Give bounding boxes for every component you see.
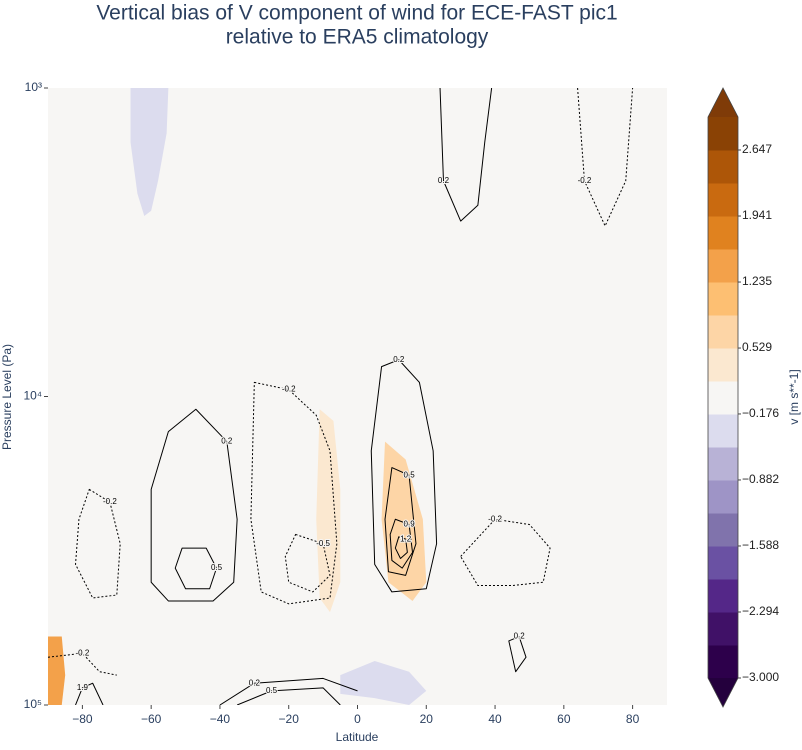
colorbar-band	[708, 216, 738, 250]
colorbar-band	[708, 117, 738, 151]
contour-line	[236, 687, 341, 705]
contour-line	[48, 652, 117, 676]
colorbar-under	[708, 678, 738, 707]
colorbar-band	[708, 579, 738, 613]
colorbar-tick-label: 2.647	[742, 142, 772, 156]
colorbar-band	[708, 381, 738, 415]
contour-label: -0.2	[282, 385, 296, 394]
contour-label: 0.2	[514, 632, 526, 641]
x-tick-label: −20	[279, 712, 300, 726]
colorbar-band	[708, 513, 738, 547]
x-tick-label: 40	[488, 712, 502, 726]
x-tick-label: 20	[420, 712, 434, 726]
contour-label: 1.9	[77, 683, 89, 692]
contour-label: 0.2	[438, 176, 450, 185]
colorbar-band	[708, 414, 738, 448]
colorbar-tick-label: 0.529	[742, 340, 772, 354]
y-tick-label: 10⁵	[24, 697, 42, 711]
x-tick-label: 60	[557, 712, 571, 726]
contour-label: 0.2	[393, 355, 405, 364]
contour-line	[284, 533, 331, 593]
colorbar-tick-label: −3.000	[742, 670, 779, 684]
x-tick-label: −40	[210, 712, 231, 726]
contour-label: 0.9	[404, 520, 416, 529]
colorbar-band	[708, 183, 738, 217]
colorbar-tick-label: −0.176	[742, 406, 779, 420]
colorbar-tick-label: 1.235	[742, 274, 772, 288]
colorbar-band	[708, 282, 738, 316]
contour-line	[174, 547, 218, 590]
contour-label: 0.5	[211, 563, 223, 572]
contour-line	[439, 88, 493, 222]
y-tick-label: 10³	[25, 80, 42, 94]
contour-line	[250, 381, 338, 605]
contour-label: 0.2	[221, 437, 233, 446]
y-axis-title: Pressure Level (Pa)	[0, 344, 14, 450]
filled-region	[130, 88, 169, 217]
contour-line	[150, 408, 238, 602]
y-tick-label: 10⁴	[23, 389, 42, 403]
colorbar-band	[708, 480, 738, 514]
contour-label: -0.2	[103, 497, 117, 506]
contour-line	[389, 518, 414, 569]
contour-label: -0.2	[488, 514, 502, 523]
contour-label: 0.5	[404, 470, 416, 479]
contour-line	[508, 636, 527, 673]
contour-line	[460, 518, 551, 587]
colorbar-tick-label: 1.941	[742, 208, 772, 222]
colorbar-over	[708, 88, 738, 117]
chart-title: relative to ERA5 climatology	[226, 26, 489, 49]
contour-label: -0.5	[316, 539, 330, 548]
filled-region	[340, 660, 427, 705]
contour-line	[75, 682, 104, 705]
colorbar-band	[708, 546, 738, 580]
contour-label: -0.2	[75, 648, 89, 657]
contour-label: 1.2	[400, 534, 412, 543]
x-tick-label: 80	[626, 712, 640, 726]
colorbar-band	[708, 645, 738, 679]
colorbar-tick-label: −0.882	[742, 472, 779, 486]
x-tick-label: −80	[72, 712, 93, 726]
contour-line	[219, 677, 358, 705]
colorbar-band	[708, 249, 738, 283]
colorbar-tick-label: −2.294	[742, 604, 779, 618]
contour-label: 0.5	[266, 686, 278, 695]
colorbar-tick-label: −1.588	[742, 538, 779, 552]
x-tick-label: 0	[354, 712, 361, 726]
filled-region	[48, 636, 66, 705]
contour-label: -0.2	[578, 176, 592, 185]
colorbar-band	[708, 447, 738, 481]
colorbar-band	[708, 150, 738, 184]
x-axis-title: Latitude	[336, 730, 379, 744]
colorbar-band	[708, 612, 738, 646]
contour-line	[394, 536, 408, 559]
plot-layer: 0.2 0.5 -0.2 -0.5 0.2 0.5 0.9 1.2 -0.2 -0.2 0.2 -0.…	[48, 88, 634, 705]
colorbar-band	[708, 315, 738, 349]
x-tick-label: −60	[141, 712, 162, 726]
chart-title: Vertical bias of V component of wind for…	[96, 2, 617, 25]
contour-label: 0.2	[249, 678, 261, 687]
contour-line	[384, 467, 417, 576]
colorbar-band	[708, 348, 738, 382]
colorbar-title: v [m s**-1]	[787, 369, 801, 424]
contour-line	[370, 359, 438, 593]
